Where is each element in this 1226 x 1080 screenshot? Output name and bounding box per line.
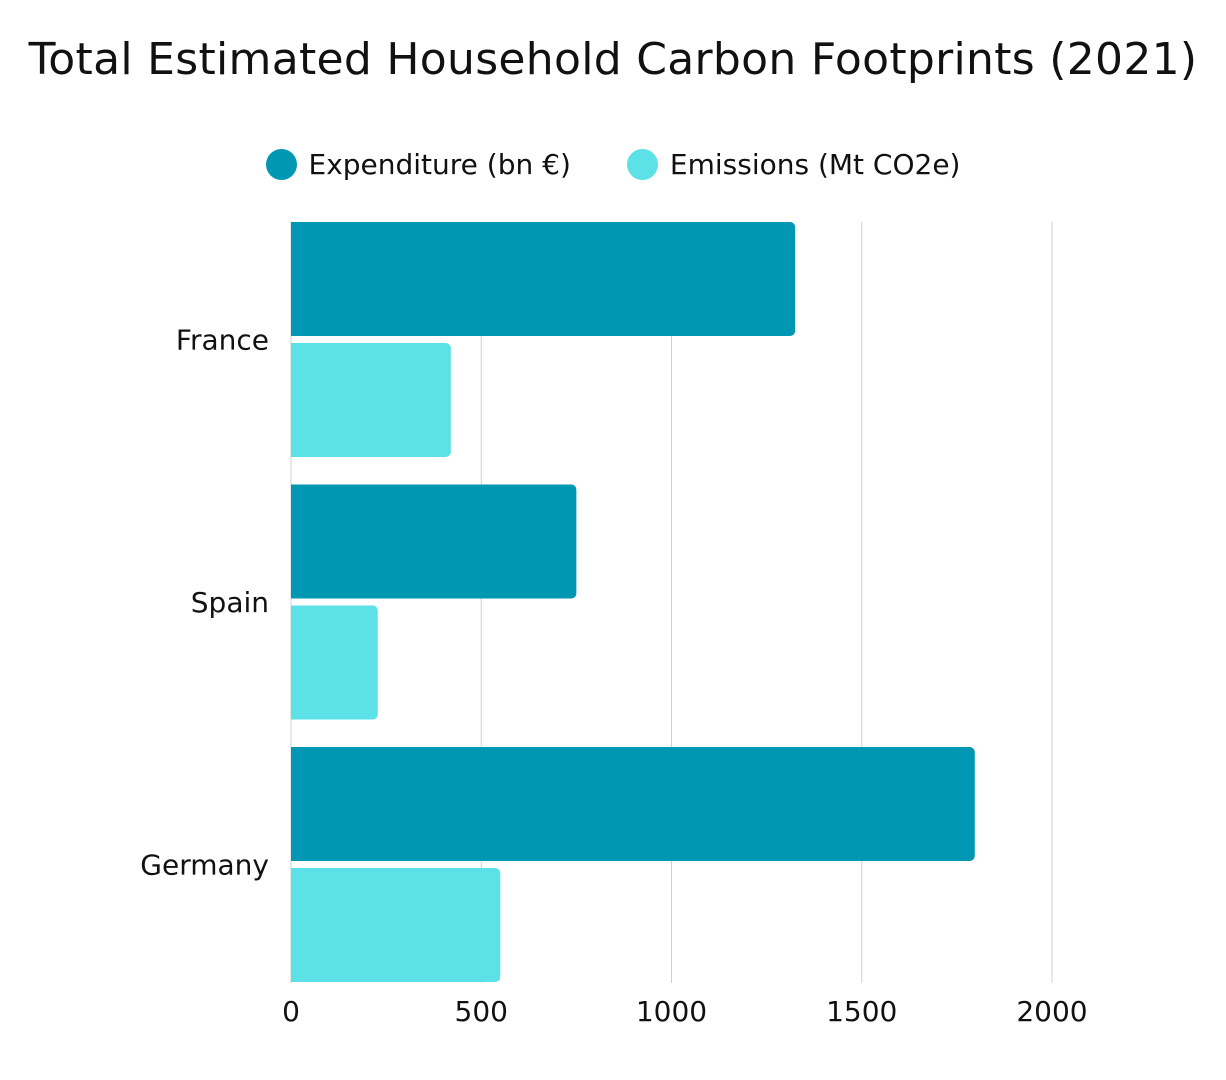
category-label-france: France [176,324,269,357]
bar-edge-spain-expenditure [291,484,299,599]
bar-edge-germany-emissions [291,868,299,982]
bar-germany-emissions [291,868,501,982]
bar-edge-spain-emissions [291,605,299,720]
bar-edge-france-emissions [291,343,299,457]
chart-legend: Expenditure (bn €) Emissions (Mt CO2e) [0,148,1226,181]
x-tick-label-1000: 1000 [636,995,707,1028]
category-label-germany: Germany [140,849,269,882]
chart-title: Total Estimated Household Carbon Footpri… [28,34,1198,85]
bar-spain-emissions [291,605,378,720]
x-tick-label-500: 500 [455,995,508,1028]
legend-label-expenditure: Expenditure (bn €) [308,148,571,181]
legend-item-emissions: Emissions (Mt CO2e) [626,148,961,181]
category-label-spain: Spain [191,586,269,619]
legend-label-emissions: Emissions (Mt CO2e) [669,148,961,181]
x-tick-label-0: 0 [282,995,300,1028]
legend-swatch-emissions [626,149,658,180]
bar-edge-france-expenditure [291,222,299,336]
bar-spain-expenditure [291,484,577,599]
legend-swatch-expenditure [265,149,297,180]
bar-edge-germany-expenditure [291,747,299,861]
x-tick-label-2000: 2000 [1016,995,1087,1028]
bar-france-emissions [291,343,451,457]
legend-item-expenditure: Expenditure (bn €) [265,148,571,181]
x-tick-label-1500: 1500 [826,995,897,1028]
bar-france-expenditure [291,222,796,336]
bar-germany-expenditure [291,747,975,861]
